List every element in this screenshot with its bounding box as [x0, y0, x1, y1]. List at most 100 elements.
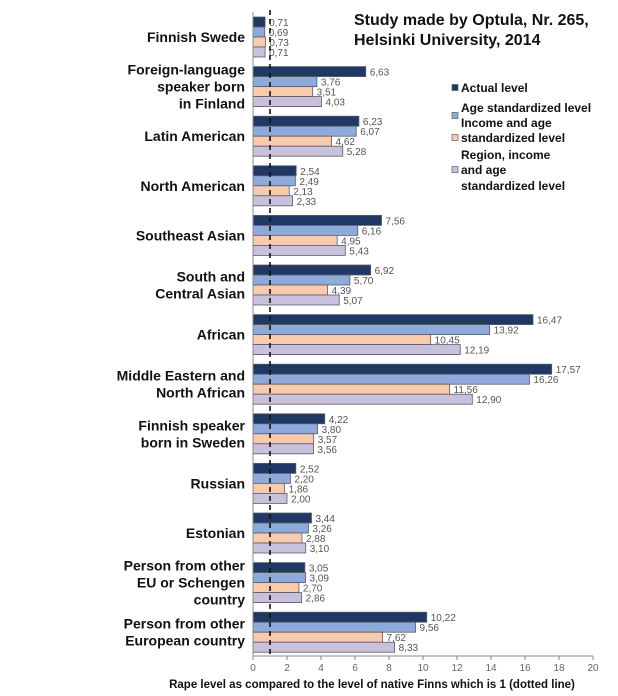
- bar: [252, 443, 314, 455]
- category-label: EU or Schengen: [137, 575, 245, 591]
- value-label: 16,47: [537, 316, 562, 327]
- bar: [252, 294, 340, 306]
- legend-swatch: [451, 84, 459, 91]
- bar: [252, 631, 383, 643]
- bar: [252, 135, 332, 147]
- value-label: 5,43: [349, 246, 369, 257]
- value-label: 3,80: [322, 425, 342, 436]
- value-label: 0,69: [269, 28, 289, 39]
- category-label: Latin American: [144, 128, 245, 144]
- category-label: Middle Eastern and: [117, 368, 245, 384]
- value-label: 3,26: [312, 524, 332, 535]
- bar: [252, 532, 303, 544]
- value-label: 1,86: [289, 484, 309, 495]
- x-axis-label: Rape level as compared to the level of n…: [169, 679, 575, 691]
- category-label: Finnish Swede: [147, 29, 245, 45]
- bar: [252, 462, 297, 474]
- x-tick-label: 10: [417, 663, 429, 674]
- legend-label: and age: [461, 163, 507, 177]
- bar: [252, 373, 530, 385]
- value-label: 6,16: [362, 226, 382, 237]
- category-label: Finnish speaker: [138, 417, 245, 433]
- bar: [252, 224, 359, 236]
- x-tick-label: 14: [485, 663, 497, 674]
- legend-label: Income and age: [461, 116, 552, 130]
- x-tick-label: 18: [553, 663, 565, 674]
- bar: [252, 344, 461, 356]
- value-label: 5,70: [354, 276, 374, 287]
- x-tick-label: 2: [284, 663, 290, 674]
- category-label: Person from other: [124, 616, 246, 632]
- x-tick-label: 6: [352, 663, 358, 674]
- x-tick-label: 0: [250, 663, 256, 674]
- category-label: speaker born: [157, 79, 245, 95]
- category-label: Russian: [191, 475, 245, 491]
- bar: [252, 16, 266, 28]
- bar: [252, 572, 306, 583]
- bar: [252, 334, 432, 346]
- bar: [252, 165, 297, 177]
- bar: [252, 472, 291, 484]
- category-label: country: [194, 592, 246, 608]
- bar: [252, 86, 314, 97]
- x-tick-label: 8: [386, 663, 392, 674]
- bar: [252, 562, 306, 573]
- value-label: 2,70: [303, 584, 323, 595]
- value-label: 2,88: [306, 534, 326, 545]
- bar: [252, 611, 428, 623]
- bar: [252, 76, 318, 87]
- bar: [252, 314, 534, 326]
- value-label: 0,71: [269, 48, 289, 59]
- category-label: North African: [156, 385, 245, 401]
- bar: [252, 423, 318, 435]
- bar: [252, 522, 309, 534]
- value-label: 2,49: [299, 177, 319, 188]
- value-label: 0,71: [269, 18, 289, 29]
- value-label: 0,73: [269, 38, 289, 49]
- bar: [252, 592, 303, 603]
- x-tick-label: 12: [451, 663, 463, 674]
- bar: [252, 115, 360, 127]
- value-label: 3,76: [321, 78, 341, 89]
- bar: [252, 393, 473, 405]
- category-label: African: [197, 327, 245, 343]
- bar: [252, 512, 312, 524]
- value-label: 8,33: [399, 643, 419, 654]
- legend-label: standardized level: [461, 131, 565, 145]
- bar: [252, 125, 357, 137]
- legend-swatch: [451, 166, 459, 173]
- bar: [252, 324, 491, 336]
- bar: [252, 482, 286, 494]
- category-label: Central Asian: [155, 286, 245, 302]
- value-label: 7,56: [386, 216, 406, 227]
- bar: [252, 36, 266, 48]
- legend-swatch: [451, 134, 459, 141]
- bar: [252, 26, 266, 38]
- value-label: 6,07: [360, 127, 380, 138]
- chart-title: Helsinki University, 2014: [354, 32, 541, 49]
- value-label: 5,07: [343, 296, 363, 307]
- value-label: 2,54: [300, 167, 320, 178]
- bar: [252, 214, 382, 226]
- legend-label: Actual level: [461, 81, 528, 95]
- bar: [252, 284, 329, 296]
- value-label: 9,56: [420, 623, 440, 634]
- category-label: North American: [140, 178, 245, 194]
- legend-swatch: [451, 112, 459, 119]
- value-label: 3,09: [310, 574, 330, 585]
- value-label: 2,33: [297, 197, 317, 208]
- value-label: 17,57: [556, 365, 581, 376]
- value-label: 4,62: [336, 137, 356, 148]
- value-label: 2,52: [300, 464, 320, 475]
- bar: [252, 185, 290, 197]
- value-label: 4,39: [332, 286, 352, 297]
- bar: [252, 145, 344, 157]
- category-label: Estonian: [186, 525, 245, 541]
- bar: [252, 413, 326, 425]
- bar: [252, 363, 553, 375]
- category-label: Foreign-language: [128, 62, 246, 78]
- bar: [252, 433, 315, 445]
- category-label: European country: [125, 633, 245, 649]
- bar: [252, 244, 346, 256]
